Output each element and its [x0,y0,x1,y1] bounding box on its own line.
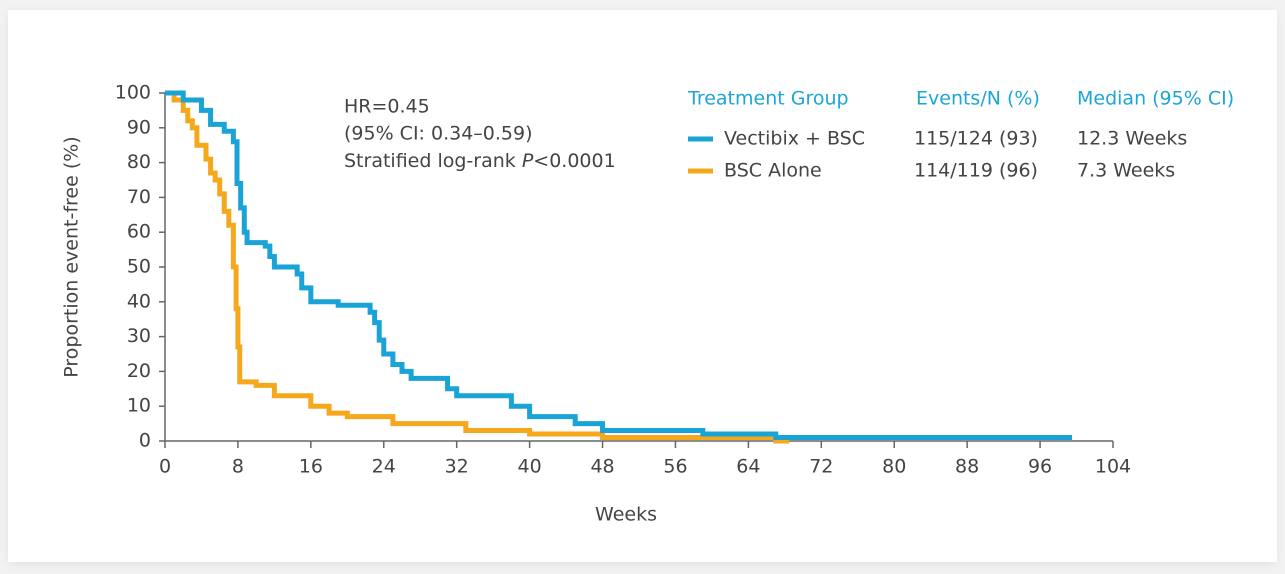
legend-events: 115/124 (93) [914,128,1038,150]
x-tick-label: 56 [663,456,687,478]
y-tick-label: 30 [127,325,151,347]
x-tick-label: 8 [232,456,244,478]
x-tick-label: 0 [159,456,171,478]
annotation: HR=0.45 [344,96,430,118]
y-tick-label: 40 [127,290,151,312]
x-tick-label: 88 [955,456,979,478]
legend-header: Events/N (%) [916,88,1040,110]
y-tick-label: 70 [127,186,151,208]
annotation: (95% CI: 0.34–0.59) [344,123,533,145]
y-tick-label: 80 [127,151,151,173]
y-tick-label: 20 [127,360,151,382]
y-tick-label: 0 [139,430,151,452]
legend-median: 12.3 Weeks [1077,128,1187,150]
x-tick-label: 40 [518,456,542,478]
legend-median: 7.3 Weeks [1077,160,1175,182]
survival-line [165,90,1072,441]
legend-header: Treatment Group [687,88,849,110]
legend-header: Median (95% CI) [1077,88,1234,110]
annotation: Stratified log-rank P<0.0001 [344,150,616,172]
x-tick-label: 16 [299,456,323,478]
x-tick-label: 72 [809,456,833,478]
x-tick-label: 24 [372,456,396,478]
y-tick-label: 90 [127,116,151,138]
y-tick-label: 50 [127,256,151,278]
x-tick-label: 32 [445,456,469,478]
legend-events: 114/119 (96) [914,160,1038,182]
x-tick-label: 48 [590,456,614,478]
survival-line [165,90,790,444]
x-tick-label: 104 [1095,456,1131,478]
legend-entry: Vectibix + BSC [724,128,865,150]
x-tick-label: 64 [736,456,760,478]
x-axis-label: Weeks [595,504,657,526]
y-tick-label: 10 [127,395,151,417]
x-tick-label: 96 [1028,456,1052,478]
y-tick-label: 100 [115,82,151,104]
x-tick-label: 80 [882,456,906,478]
legend-entry: BSC Alone [724,160,822,182]
y-axis-label: Proportion event-free (%) [61,136,83,377]
y-tick-label: 60 [127,221,151,243]
card [8,10,1277,562]
